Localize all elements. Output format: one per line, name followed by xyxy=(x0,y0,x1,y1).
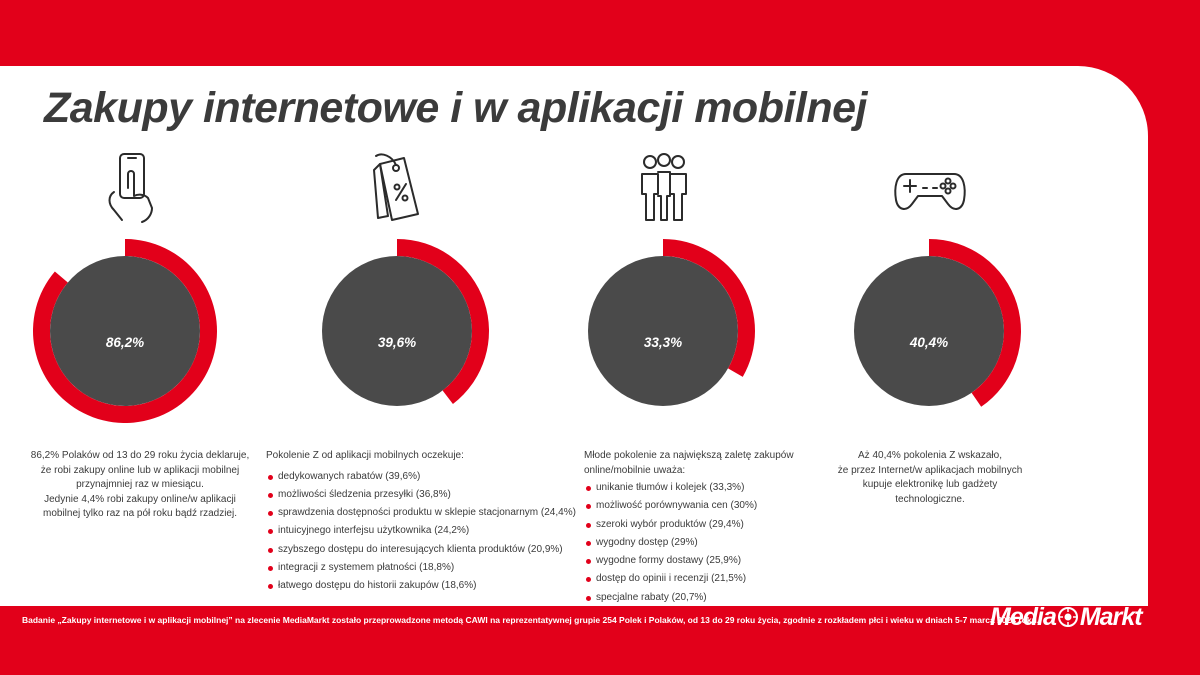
description-1-line: że robi zakupy online lub w aplikacji mo… xyxy=(40,464,240,476)
donut-value-label-3: 33,3% xyxy=(644,335,682,350)
price-tag-percent-icon xyxy=(358,148,438,228)
description-1-line: 86,2% Polaków od 13 do 29 roku życia dek… xyxy=(30,450,250,461)
description-2: Pokolenie Z od aplikacji mobilnych oczek… xyxy=(266,449,576,598)
description-1-line: mobilnej tylko raz na pół roku bądź rzad… xyxy=(43,508,237,519)
donut-arc-3 xyxy=(663,239,755,377)
advantages-list: unikanie tłumów i kolejek (33,3%) możliw… xyxy=(584,481,824,609)
donut-value-label-1: 86,2% xyxy=(106,335,144,350)
expectations-list: dedykowanych rabatów (39,6%) możliwości … xyxy=(266,470,576,598)
list-item: sprawdzenia dostępności produktu w sklep… xyxy=(266,506,576,524)
list-item: unikanie tłumów i kolejek (33,3%) xyxy=(584,481,824,499)
list-item: szeroki wybór produktów (29,4%) xyxy=(584,518,824,536)
description-2-intro: Pokolenie Z od aplikacji mobilnych oczek… xyxy=(266,450,464,461)
list-item: możliwości śledzenia przesyłki (36,8%) xyxy=(266,488,576,506)
donut-arc-4 xyxy=(929,239,1021,407)
list-item: intuicyjnego interfejsu użytkownika (24,… xyxy=(266,524,576,542)
donut-chart-4: 40,4% xyxy=(834,236,1024,426)
list-item: możliwość porównywania cen (30%) xyxy=(584,499,824,517)
description-1: 86,2% Polaków od 13 do 29 roku życia dek… xyxy=(20,449,260,522)
smartphone-touch-icon xyxy=(92,148,172,228)
description-4: Aż 40,4% pokolenia Z wskazało, że przez … xyxy=(820,449,1040,507)
donut-arc-2 xyxy=(397,239,489,405)
description-3-intro: Młode pokolenie za największą zaletę zak… xyxy=(584,450,794,461)
description-3-intro: online/mobilnie uważa: xyxy=(584,464,686,476)
donut-chart-2: 39,6% xyxy=(302,236,492,426)
list-item: łatwego dostępu do historii zakupów (18,… xyxy=(266,579,576,597)
logo-seal-icon xyxy=(1057,606,1079,628)
list-item: szybszego dostępu do interesujących klie… xyxy=(266,543,576,561)
logo-text-markt: Markt xyxy=(1079,602,1143,631)
description-3: Młode pokolenie za największą zaletę zak… xyxy=(584,449,824,609)
donut-value-label-4: 40,4% xyxy=(909,335,948,350)
description-4-line: technologiczne. xyxy=(895,493,965,505)
description-4-line: kupuje elektronikę lub gadżety xyxy=(862,479,998,490)
page-title: Zakupy internetowe i w aplikacji mobilne… xyxy=(44,84,867,132)
description-4-line: Aż 40,4% pokolenia Z wskazało, xyxy=(858,450,1002,461)
list-item: integracji z systemem płatności (18,8%) xyxy=(266,561,576,579)
list-item: wygodny dostęp (29%) xyxy=(584,536,824,554)
survey-footnote: Badanie „Zakupy internetowe i w aplikacj… xyxy=(22,615,1040,625)
list-item: dedykowanych rabatów (39,6%) xyxy=(266,470,576,488)
group-of-people-icon xyxy=(624,148,704,228)
description-1-line: Jedynie 4,4% robi zakupy online/w aplika… xyxy=(44,493,236,505)
list-item: dostęp do opinii i recenzji (21,5%) xyxy=(584,572,824,590)
donut-chart-3: 33,3% xyxy=(568,236,758,426)
donut-center-2 xyxy=(322,256,472,406)
donut-value-label-2: 39,6% xyxy=(378,335,416,350)
description-1-line: przynajmniej raz w miesiącu. xyxy=(76,479,204,490)
donut-center-3 xyxy=(588,256,738,406)
logo-text-media: Media xyxy=(990,602,1057,631)
list-item: specjalne rabaty (20,7%) xyxy=(584,591,824,609)
donut-center-1 xyxy=(50,256,200,406)
donut-chart-1: 86,2% xyxy=(30,236,220,426)
mediamarkt-logo: Media Markt xyxy=(990,600,1170,634)
donut-center-4 xyxy=(854,256,1004,406)
list-item: wygodne formy dostawy (25,9%) xyxy=(584,554,824,572)
gamepad-icon xyxy=(890,148,970,228)
description-4-line: że przez Internet/w aplikacjach mobilnyc… xyxy=(837,464,1023,476)
